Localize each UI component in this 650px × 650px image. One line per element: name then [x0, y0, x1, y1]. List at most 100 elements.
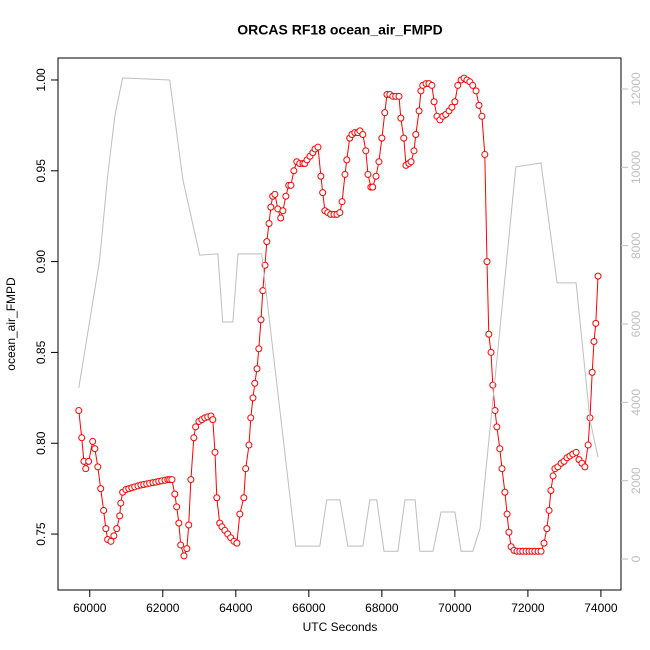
y-tick-label: 1.00 [34, 68, 48, 92]
data-point [97, 485, 105, 493]
y2-tick-label: 10000 [629, 150, 643, 184]
data-point [279, 207, 287, 215]
data-point [537, 547, 545, 555]
data-point [277, 214, 285, 222]
data-point [168, 476, 176, 484]
data-point [338, 198, 346, 206]
data-point [102, 525, 110, 533]
data-point [364, 170, 372, 178]
data-point [116, 512, 124, 520]
data-point [89, 437, 97, 445]
data-point [415, 107, 423, 115]
data-point [362, 147, 370, 155]
data-point [448, 103, 456, 111]
data-point [549, 472, 557, 480]
x-tick-label: 70000 [438, 601, 472, 615]
data-point [375, 158, 383, 166]
data-point [245, 441, 253, 449]
data-point [407, 158, 415, 166]
data-point [242, 465, 250, 473]
data-point [287, 181, 295, 189]
y-tick-label: 0.85 [34, 340, 48, 364]
data-point [483, 258, 491, 266]
y2-tick-label: 8000 [629, 232, 643, 259]
x-tick-label: 64000 [219, 601, 253, 615]
data-point [251, 379, 259, 387]
data-point [493, 423, 501, 431]
y2-tick-label: 2000 [629, 467, 643, 494]
data-point [91, 445, 99, 453]
y-tick-label: 0.90 [34, 250, 48, 274]
data-point [117, 499, 125, 507]
data-point [378, 134, 386, 142]
data-point [540, 539, 548, 547]
data-point [233, 539, 241, 547]
data-point [175, 519, 183, 527]
x-tick-label: 62000 [146, 601, 180, 615]
data-point [240, 494, 248, 502]
data-point [183, 545, 191, 553]
data-point [400, 134, 408, 142]
data-point [397, 114, 405, 122]
data-point [487, 348, 495, 356]
data-point [253, 365, 261, 373]
data-point [255, 345, 263, 353]
data-point [369, 183, 377, 191]
data-point [314, 143, 322, 151]
data-point [249, 394, 257, 402]
data-point [209, 416, 217, 424]
data-point [475, 101, 483, 109]
data-point [547, 486, 555, 494]
data-point [505, 528, 513, 536]
data-point [236, 510, 244, 518]
data-point [113, 525, 121, 533]
data-point [173, 503, 181, 511]
y2-tick-label: 12000 [629, 72, 643, 106]
data-point [501, 488, 509, 496]
y-tick-label: 0.95 [34, 159, 48, 183]
data-point [263, 238, 271, 246]
data-point [192, 423, 200, 431]
data-point [336, 209, 344, 217]
data-point [410, 147, 418, 155]
data-point [271, 190, 279, 198]
data-point [503, 510, 511, 518]
data-point [211, 448, 219, 456]
data-point [267, 203, 275, 211]
data-point [428, 81, 436, 89]
data-point [545, 506, 553, 514]
data-point [185, 521, 193, 529]
x-tick-label: 68000 [365, 601, 399, 615]
data-point [82, 465, 90, 473]
data-point [395, 92, 403, 100]
data-point [359, 130, 367, 138]
data-point [265, 219, 273, 227]
data-point [590, 338, 598, 346]
data-point [491, 407, 499, 415]
data-point [588, 368, 596, 376]
data-point [282, 192, 290, 200]
data-point [498, 465, 506, 473]
y2-tick-label: 6000 [629, 310, 643, 337]
series-line [78, 77, 599, 552]
y-tick-label: 0.75 [34, 522, 48, 546]
data-point [485, 330, 493, 338]
data-point [78, 434, 86, 442]
x-tick-label: 60000 [73, 601, 107, 615]
x-tick-label: 72000 [511, 601, 545, 615]
data-point [472, 87, 480, 95]
data-point [496, 445, 504, 453]
data-point [343, 156, 351, 164]
data-point [247, 414, 255, 422]
data-point [481, 150, 489, 158]
data-point [594, 272, 602, 280]
data-point [107, 537, 115, 545]
y-tick-label: 0.80 [34, 431, 48, 455]
data-point [100, 506, 108, 514]
data-point [290, 167, 298, 175]
data-point [412, 130, 420, 138]
data-point [478, 112, 486, 120]
data-point [190, 434, 198, 442]
